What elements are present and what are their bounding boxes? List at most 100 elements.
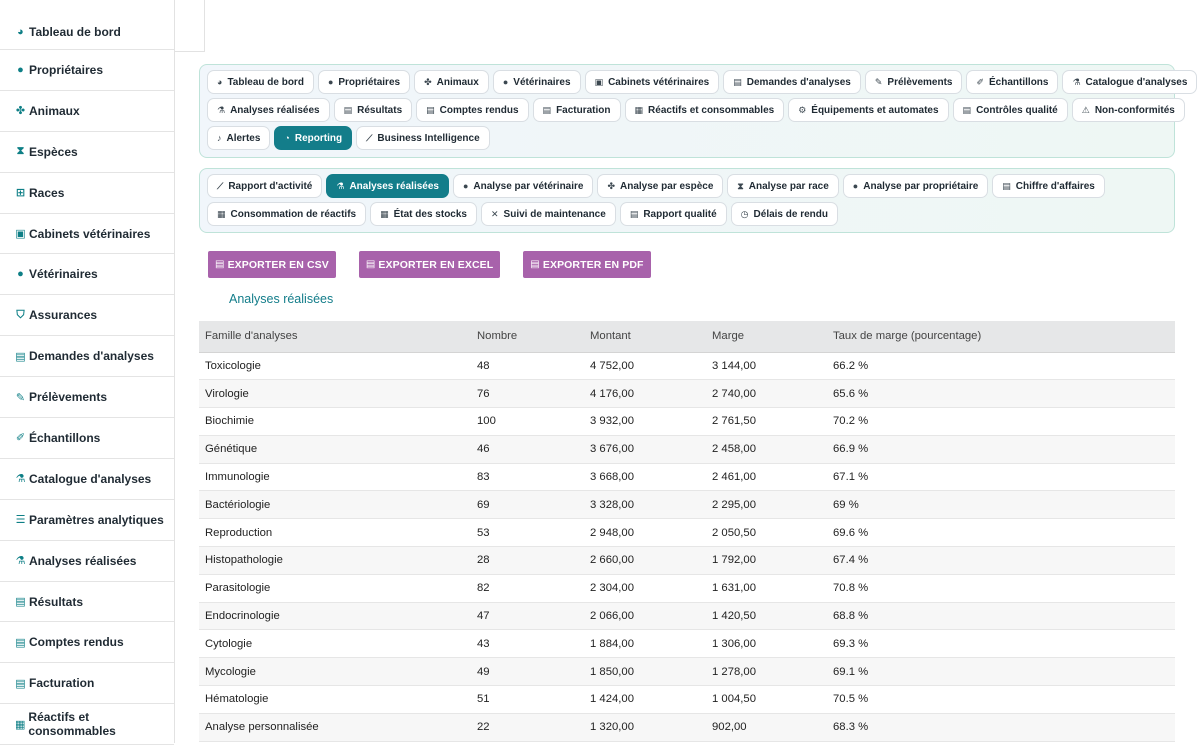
sidebar-item-echantillons[interactable]: ✐ Échantillons <box>0 418 174 459</box>
sidebar-item-races[interactable]: ⊞ Races <box>0 173 174 214</box>
tab-label: Demandes d'analyses <box>746 76 851 88</box>
report-tab-row: ▦ Consommation de réactifs ▦ État des stock… <box>207 202 1167 226</box>
warning-icon: ⚠ <box>1081 104 1090 115</box>
microscope-icon: ⚗ <box>15 473 26 486</box>
boxes-icon: ▦ <box>217 208 226 219</box>
dashboard-icon: ◕ <box>17 26 24 38</box>
table-cell: 66.9 % <box>827 435 1175 464</box>
column-header: Montant <box>584 321 706 353</box>
export-excel-label: EXPORTER EN EXCEL <box>378 258 494 271</box>
money-icon: ▤ <box>1002 180 1011 191</box>
table-cell: Toxicologie <box>199 352 471 381</box>
table-cell: Bactériologie <box>199 490 471 520</box>
tab-tableau-de-bord[interactable]: ◕ Tableau de bord <box>207 70 314 94</box>
header-corner <box>175 0 205 52</box>
report-tab-rapport-qualite[interactable]: ▤ Rapport qualité <box>619 202 727 226</box>
tab-proprietaires[interactable]: ● Propriétaires <box>317 70 411 94</box>
report-tab-analyse-par-race[interactable]: ⧗ Analyse par race <box>727 174 839 198</box>
tab-non-conformites[interactable]: ⚠ Non-conformités <box>1071 98 1185 122</box>
report-tab-label: Analyse par propriétaire <box>863 180 979 192</box>
export-excel-button[interactable]: ▤ EXPORTER EN EXCEL <box>358 251 501 278</box>
tab-alertes[interactable]: ♪ Alertes <box>207 126 271 150</box>
table-cell: 69 <box>471 490 584 520</box>
tab-comptes-rendus[interactable]: ▤ Comptes rendus <box>416 98 529 122</box>
list-icon: ☰ <box>15 514 26 527</box>
tab-business-intelligence[interactable]: ⟋ Business Intelligence <box>356 126 490 150</box>
tab-cabinets-veterinaires[interactable]: ▣ Cabinets vétérinaires <box>584 70 720 94</box>
tab-prelevements[interactable]: ✎ Prélèvements <box>864 70 963 94</box>
sidebar-item-prelevements[interactable]: ✎ Prélèvements <box>0 377 174 419</box>
sidebar-item-catalogue-d-analyses[interactable]: ⚗ Catalogue d'analyses <box>0 459 174 500</box>
report-tab-label: Rapport qualité <box>643 208 717 220</box>
sidebar-item-proprietaires[interactable]: ● Propriétaires <box>0 50 174 91</box>
table-cell: 1 631,00 <box>706 574 827 603</box>
table-cell: 1 004,50 <box>706 685 827 714</box>
export-pdf-button[interactable]: ▤ EXPORTER EN PDF <box>523 251 651 278</box>
report-tab-delais-de-rendu[interactable]: ◷ Délais de rendu <box>730 202 838 226</box>
table-row: Bactériologie 69 3 328,00 2 295,00 69 % <box>199 490 1175 520</box>
hourglass-icon: ⧗ <box>737 180 744 191</box>
table-cell: 67.1 % <box>827 463 1175 492</box>
report-tab-chiffre-d-affaires[interactable]: ▤ Chiffre d'affaires <box>992 174 1105 198</box>
tab-analyses-realisees[interactable]: ⚗ Analyses réalisées <box>207 98 330 122</box>
sidebar-item-analyses-realisees[interactable]: ⚗ Analyses réalisées <box>0 541 174 582</box>
clipboard-icon: ▤ <box>343 104 353 115</box>
report-tab-row: ⟋ Rapport d'activité ⚗ Analyses réalisées ● A… <box>207 174 1167 198</box>
tab-equipements-et-automates[interactable]: ⚙ Équipements et automates <box>788 98 949 122</box>
tab-label: Tableau de bord <box>227 76 304 88</box>
sidebar-item-label: Comptes rendus <box>29 635 124 650</box>
sidebar-item-reactifs-et-consommables[interactable]: ▦ Réactifs et consommables <box>0 704 174 745</box>
sidebar-item-label: Réactifs et consommables <box>28 710 116 739</box>
report-tab-analyse-par-veterinaire[interactable]: ● Analyse par vétérinaire <box>452 174 594 198</box>
report-tab-analyse-par-espece[interactable]: ✤ Analyse par espèce <box>597 174 724 198</box>
sidebar-item-veterinaires[interactable]: ● Vétérinaires <box>0 254 174 296</box>
report-tab-suivi-de-maintenance[interactable]: ✕ Suivi de maintenance <box>481 202 616 226</box>
report-tab-label: Rapport d'activité <box>228 180 313 192</box>
file-pdf-icon: ▤ <box>426 104 435 115</box>
tab-catalogue-d-analyses[interactable]: ⚗ Catalogue d'analyses <box>1062 70 1198 94</box>
sidebar-item-assurances[interactable]: ⛉ Assurances <box>0 295 174 337</box>
sidebar-item-resultats[interactable]: ▤ Résultats <box>0 582 174 623</box>
tab-demandes-d-analyses[interactable]: ▤ Demandes d'analyses <box>723 70 861 94</box>
flask-icon: ⚗ <box>217 104 226 115</box>
sidebar-item-facturation[interactable]: ▤ Facturation <box>0 663 174 705</box>
sidebar-item-demandes-d-analyses[interactable]: ▤ Demandes d'analyses <box>0 336 174 378</box>
sidebar-item-parametres-analytiques[interactable]: ☰ Paramètres analytiques <box>0 500 174 541</box>
tab-row: ◕ Tableau de bord ● Propriétaires ✤ Animaux ● V… <box>207 70 1198 94</box>
tab-controles-qualite[interactable]: ▤ Contrôles qualité <box>952 98 1068 122</box>
table-cell: 49 <box>471 657 584 687</box>
sidebar-item-tableau-de-bord[interactable]: ◕ Tableau de bord <box>0 15 174 50</box>
chart-pie-icon: ◔ <box>284 133 290 143</box>
table-cell: Immunologie <box>199 463 471 492</box>
clipboard-icon: ▤ <box>15 596 26 609</box>
report-tab-rapport-d-activite[interactable]: ⟋ Rapport d'activité <box>207 174 323 198</box>
table-cell: 43 <box>471 629 584 659</box>
export-csv-button[interactable]: ▤ EXPORTER EN CSV <box>208 251 336 278</box>
table-header-row: Famille d'analyses Nombre Montant Marge Taux… <box>199 321 1175 353</box>
table-cell: 28 <box>471 546 584 575</box>
sidebar-item-comptes-rendus[interactable]: ▤ Comptes rendus <box>0 622 174 664</box>
sidebar-item-especes[interactable]: ⧗ Espèces <box>0 132 174 173</box>
sidebar-item-cabinets-veterinaires[interactable]: ▣ Cabinets vétérinaires <box>0 214 174 255</box>
report-tab-etat-des-stocks[interactable]: ▦ État des stocks <box>370 202 477 226</box>
tab-reporting[interactable]: ◔ Reporting <box>274 126 353 150</box>
sidebar-item-animaux[interactable]: ✤ Animaux <box>0 91 174 132</box>
table-cell: 2 066,00 <box>584 602 706 631</box>
report-tab-analyses-realisees[interactable]: ⚗ Analyses réalisées <box>326 174 449 198</box>
report-tab-consommation-de-reactifs[interactable]: ▦ Consommation de réactifs <box>207 202 367 226</box>
tab-resultats[interactable]: ▤ Résultats <box>333 98 413 122</box>
report-tab-analyse-par-proprietaire[interactable]: ● Analyse par propriétaire <box>842 174 989 198</box>
table-cell: 3 676,00 <box>584 435 706 464</box>
table-cell: 3 328,00 <box>584 490 706 520</box>
tab-veterinaires[interactable]: ● Vétérinaires <box>492 70 581 94</box>
table-cell: Biochimie <box>199 407 471 436</box>
tab-facturation[interactable]: ▤ Facturation <box>532 98 621 122</box>
table-cell: 2 948,00 <box>584 518 706 548</box>
sidebar-item-label: Catalogue d'analyses <box>29 471 152 486</box>
table-row: Virologie 76 4 176,00 2 740,00 65.6 % <box>199 379 1175 409</box>
tab-animaux[interactable]: ✤ Animaux <box>414 70 489 94</box>
report-tab-label: Suivi de maintenance <box>503 208 606 220</box>
tab-reactifs-et-consommables[interactable]: ▦ Réactifs et consommables <box>624 98 785 122</box>
tab-echantillons[interactable]: ✐ Échantillons <box>966 70 1059 94</box>
paw-icon: ✤ <box>607 180 616 191</box>
